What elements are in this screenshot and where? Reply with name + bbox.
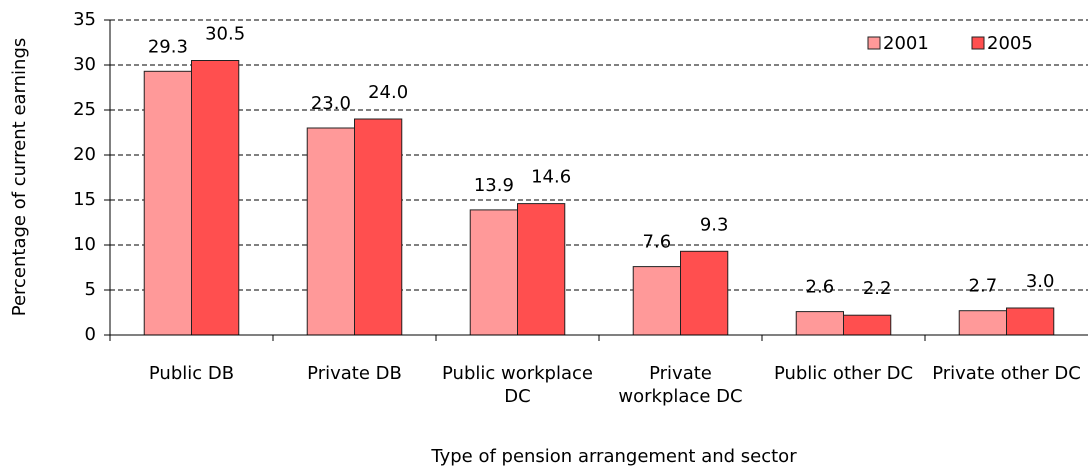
- bar: [958, 310, 1007, 336]
- bar: [469, 209, 519, 336]
- x-tick-label: Private other DC: [932, 363, 1081, 384]
- y-tick-label: 20: [73, 144, 96, 165]
- bar: [1006, 307, 1055, 336]
- data-label: 2.2: [863, 278, 892, 299]
- data-label: 23.0: [311, 93, 351, 114]
- x-tick-label: Private workplace DC: [618, 363, 743, 407]
- bar: [354, 118, 403, 336]
- bar: [306, 127, 356, 336]
- bar: [191, 60, 240, 336]
- x-tick-label: Private DB: [307, 363, 402, 384]
- data-label: 29.3: [148, 36, 188, 57]
- y-axis-label: Percentage of current earnings: [9, 38, 30, 317]
- data-label: 14.6: [531, 167, 571, 188]
- data-label: 24.0: [368, 82, 408, 103]
- bar: [843, 314, 892, 336]
- bar: [795, 311, 844, 336]
- bar: [517, 203, 566, 336]
- data-label: 9.3: [700, 214, 729, 235]
- legend-label: 2001: [883, 33, 929, 54]
- y-tick-label: 25: [73, 99, 96, 120]
- bar: [632, 266, 681, 336]
- x-tick-label: Public workplace DC: [442, 363, 593, 407]
- data-label: 13.9: [474, 175, 514, 196]
- legend-swatch: [971, 36, 985, 50]
- legend-swatch: [867, 36, 881, 50]
- bar: [143, 70, 192, 336]
- y-tick-label: 0: [85, 324, 96, 345]
- x-tick-label: Public DB: [148, 363, 235, 384]
- legend-label: 2005: [987, 33, 1033, 54]
- x-axis-label: Type of pension arrangement and sector: [430, 446, 797, 467]
- data-label: 2.7: [969, 276, 998, 297]
- y-tick-label: 5: [85, 279, 96, 300]
- y-tick-label: 15: [73, 189, 96, 210]
- data-label: 2.6: [806, 277, 835, 298]
- data-label: 7.6: [643, 232, 672, 253]
- data-label: 3.0: [1026, 271, 1055, 292]
- y-tick-label: 10: [73, 234, 96, 255]
- y-tick-label: 35: [73, 9, 96, 30]
- x-tick-label: Public other DC: [773, 363, 914, 384]
- bar: [680, 250, 729, 336]
- y-tick-label: 30: [73, 54, 96, 75]
- data-label: 30.5: [205, 24, 245, 45]
